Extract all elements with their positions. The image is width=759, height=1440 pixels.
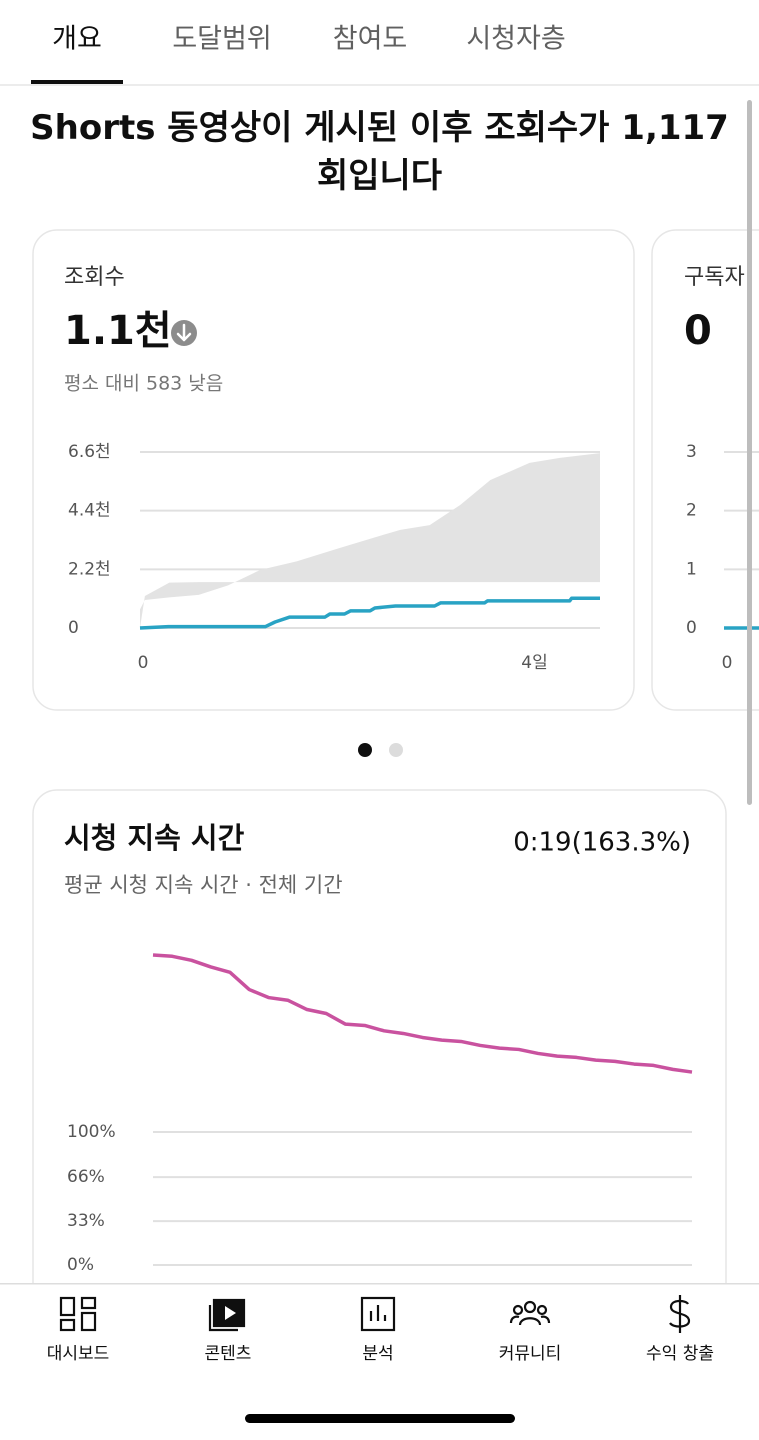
down-arrow-icon bbox=[171, 320, 197, 346]
monetization-icon[interactable] bbox=[669, 1295, 691, 1333]
card-comparison: 평소 대비 583 낮음 bbox=[64, 373, 223, 395]
retention-card[interactable] bbox=[32, 789, 727, 1283]
nav-labels: 대시보드 콘텐츠 분석 커뮤니티 수익 창출 bbox=[47, 1344, 714, 1364]
tab[interactable]: 참여도 bbox=[333, 24, 408, 55]
page-dot[interactable] bbox=[358, 743, 372, 757]
tab[interactable]: 도달범위 bbox=[172, 24, 271, 55]
y-tick-label: 66% bbox=[67, 1167, 105, 1187]
x-tick-label: 4일 bbox=[521, 653, 547, 673]
x-tick-label: 0 bbox=[138, 653, 149, 673]
y-tick-label: 0% bbox=[67, 1255, 94, 1275]
dashboard-icon[interactable] bbox=[59, 1296, 97, 1332]
x-tick-label: 0 bbox=[722, 653, 733, 673]
card-value: 0:19(163.3%) bbox=[513, 828, 691, 858]
card-value: 0 bbox=[684, 308, 712, 354]
community-icon[interactable] bbox=[509, 1300, 551, 1326]
y-tick-label: 3 bbox=[686, 442, 697, 462]
content: 개요 도달범위 참여도 시청자층 조회수 1.1천 평소 대비 583 낮음 구독자 … bbox=[0, 24, 759, 1283]
card-title: 시청 지속 시간 bbox=[64, 821, 245, 855]
nav-label[interactable]: 콘텐츠 bbox=[205, 1344, 252, 1364]
home-indicator bbox=[245, 1414, 515, 1423]
nav-label[interactable]: 대시보드 bbox=[47, 1344, 110, 1364]
typical-range-band bbox=[140, 453, 600, 628]
tab-indicator bbox=[31, 80, 123, 84]
scrollbar bbox=[747, 100, 752, 805]
y-tick-label: 0 bbox=[686, 618, 697, 638]
page-dot[interactable] bbox=[389, 743, 403, 757]
y-tick-label: 0 bbox=[68, 618, 79, 638]
card-label: 조회수 bbox=[64, 265, 125, 290]
pagination bbox=[358, 743, 403, 757]
y-tick-label: 2.2천 bbox=[68, 559, 111, 579]
series-line bbox=[152, 953, 693, 1074]
y-tick-label: 33% bbox=[67, 1211, 105, 1231]
card-subtitle: 평균 시청 지속 시간 · 전체 기간 bbox=[64, 873, 343, 897]
analytics-icon[interactable] bbox=[360, 1296, 396, 1332]
headline: Shorts 동영상이 게시된 이후 조회수가 1,117 회입니다 bbox=[30, 108, 729, 196]
nav-label[interactable]: 수익 창출 bbox=[646, 1344, 714, 1364]
y-tick-label: 100% bbox=[67, 1122, 116, 1142]
y-tick-label: 4.4천 bbox=[68, 501, 111, 521]
tab-bar: 개요 도달범위 참여도 시청자층 bbox=[31, 24, 566, 84]
subscribers-card[interactable] bbox=[651, 229, 759, 711]
tab[interactable]: 시청자층 bbox=[466, 24, 565, 55]
bottom-nav: 대시보드 콘텐츠 분석 커뮤니티 수익 창출 bbox=[0, 1283, 759, 1440]
content-icon[interactable] bbox=[208, 1298, 246, 1332]
y-tick-label: 1 bbox=[686, 559, 697, 579]
card-value: 1.1천 bbox=[64, 308, 172, 354]
nav-background bbox=[0, 1283, 759, 1440]
card-label: 구독자 bbox=[684, 265, 745, 290]
y-tick-label: 6.6천 bbox=[68, 442, 111, 462]
series-line bbox=[139, 596, 600, 630]
nav-label[interactable]: 커뮤니티 bbox=[499, 1344, 562, 1364]
y-tick-label: 2 bbox=[686, 501, 697, 521]
tab[interactable]: 개요 bbox=[52, 24, 102, 55]
charts: 0 2.2천 4.4천 6.6천 0 4일 0 1 2 3 0 0% 33% 66% 100% bbox=[67, 442, 759, 1275]
nav-label[interactable]: 분석 bbox=[362, 1344, 393, 1364]
